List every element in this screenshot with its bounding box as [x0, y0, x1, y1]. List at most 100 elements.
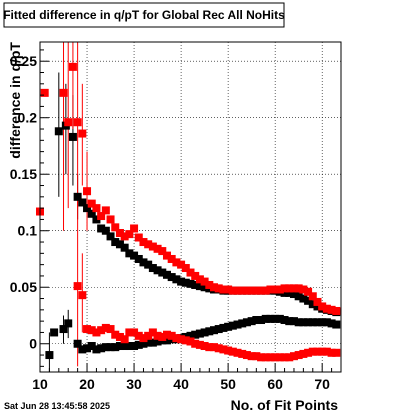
- x-tick-label: 70: [314, 376, 330, 392]
- series-3-point: [167, 331, 176, 340]
- series-1-point: [153, 337, 162, 346]
- series-2-point: [271, 285, 280, 294]
- series-0-point: [285, 288, 294, 297]
- series-2-point: [40, 88, 49, 97]
- y-tick-label: 0.25: [10, 53, 37, 69]
- series-1-point: [322, 318, 331, 327]
- series-3-point: [181, 336, 190, 345]
- series-3-point: [322, 347, 331, 356]
- series-0-point: [87, 209, 96, 218]
- series-2-point: [68, 62, 77, 71]
- series-2-point: [158, 247, 167, 256]
- series-0-point: [280, 288, 289, 297]
- y-tick-label: 0: [29, 336, 37, 352]
- axis-ticks: [39, 49, 333, 372]
- series-3-point: [271, 353, 280, 362]
- series-0-point: [115, 240, 124, 249]
- series-1-point: [233, 320, 242, 329]
- series-3-point: [275, 353, 284, 362]
- series-3-point: [120, 335, 129, 344]
- series-1-point: [115, 342, 124, 351]
- series-1-point: [139, 339, 148, 348]
- series-0-point: [50, 328, 59, 337]
- series-3-point: [101, 323, 110, 332]
- series-3-point: [130, 328, 139, 337]
- series-1-point: [224, 322, 233, 331]
- series-2-point: [125, 230, 134, 239]
- data-points: [36, 62, 341, 362]
- y-tick-label: 0.2: [18, 110, 38, 126]
- series-0-point: [120, 243, 129, 252]
- series-0-point: [167, 273, 176, 282]
- series-2-point: [280, 284, 289, 293]
- series-3-point: [172, 334, 181, 343]
- series-0-point: [195, 282, 204, 291]
- series-3-point: [233, 348, 242, 357]
- series-3-point: [214, 344, 223, 353]
- series-0-point: [313, 302, 322, 311]
- title-box: [3, 2, 285, 28]
- series-1-point: [242, 318, 251, 327]
- series-3-point: [153, 331, 162, 340]
- series-2-point: [83, 187, 92, 196]
- series-3-point: [294, 351, 303, 360]
- series-3-point: [289, 352, 298, 361]
- series-1-point: [162, 336, 171, 345]
- series-1-point: [219, 323, 228, 332]
- series-2-point: [64, 118, 73, 127]
- series-0-point: [144, 260, 153, 269]
- timestamp: Sat Jun 28 13:45:58 2025: [4, 401, 110, 411]
- series-2-point: [120, 232, 129, 241]
- series-2-point: [257, 286, 266, 295]
- series-1-point: [318, 318, 327, 327]
- series-3-point: [238, 349, 247, 358]
- series-2-point: [210, 283, 219, 292]
- series-2-point: [224, 285, 233, 294]
- series-0-point: [153, 266, 162, 275]
- series-2-point: [266, 285, 275, 294]
- series-3-point: [191, 339, 200, 348]
- series-2-point: [322, 304, 331, 313]
- series-1-point: [144, 338, 153, 347]
- series-2-point: [191, 271, 200, 280]
- series-0-point: [92, 215, 101, 224]
- series-3-point: [205, 343, 214, 352]
- series-1-point: [252, 316, 261, 325]
- series-3-point: [228, 347, 237, 356]
- series-3-point: [266, 353, 275, 362]
- series-0-point: [162, 270, 171, 279]
- series-1-point: [275, 314, 284, 323]
- series-3-point: [210, 343, 219, 352]
- series-3-point: [195, 340, 204, 349]
- x-tick-label: 20: [79, 376, 95, 392]
- series-1-point: [73, 339, 82, 348]
- series-3-point: [158, 332, 167, 341]
- series-3-point: [261, 353, 270, 362]
- series-2-point: [195, 275, 204, 284]
- series-0-point: [68, 132, 77, 141]
- series-0-point: [111, 238, 120, 247]
- x-tick-label: 10: [32, 376, 48, 392]
- series-3-point: [97, 326, 106, 335]
- chart-title: Fitted difference in q/pT for Global Rec…: [3, 8, 285, 22]
- y-tick-label: 0.05: [10, 279, 37, 295]
- y-axis-label: difference in q/pT: [7, 42, 23, 159]
- series-2-point: [139, 238, 148, 247]
- series-3-point: [148, 328, 157, 337]
- series-0-point: [177, 277, 186, 286]
- series-2-point: [144, 240, 153, 249]
- series-1-point: [289, 317, 298, 326]
- series-0-point: [125, 249, 134, 258]
- series-1-point: [97, 344, 106, 353]
- series-2-point: [153, 244, 162, 253]
- series-2-point: [318, 302, 327, 311]
- series-3-point: [200, 342, 209, 351]
- series-2-point: [101, 206, 110, 215]
- series-1-point: [186, 331, 195, 340]
- series-2-point: [294, 284, 303, 293]
- series-2-point: [97, 212, 106, 221]
- series-2-point: [134, 233, 143, 242]
- series-3-point: [308, 347, 317, 356]
- series-1-point: [327, 319, 336, 328]
- series-3-point: [162, 330, 171, 339]
